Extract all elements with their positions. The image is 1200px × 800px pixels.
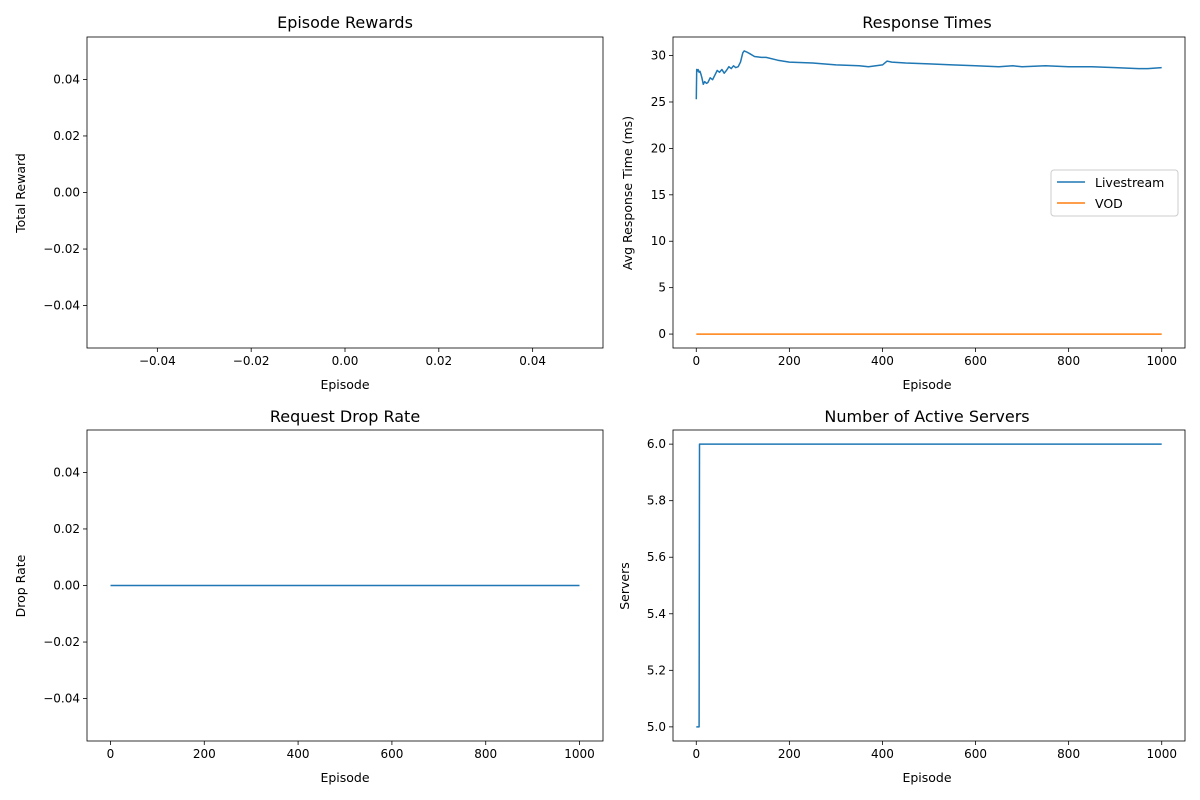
x-tick-label: 800	[474, 747, 497, 761]
x-tick-label: 0.02	[425, 354, 452, 368]
axes-frame	[86, 36, 604, 349]
y-tick-label: −0.04	[43, 299, 80, 313]
x-tick-label: 0	[107, 747, 115, 761]
x-tick-label: 0	[692, 354, 700, 368]
y-tick-label: 0.04	[53, 465, 80, 479]
chart-title: Episode Rewards	[277, 13, 413, 32]
y-tick-label: 6.0	[647, 437, 666, 451]
axes-frame	[672, 36, 1186, 349]
x-tick-label: 200	[193, 747, 216, 761]
chart-episode-rewards: Episode Rewards Episode Total Reward −0.…	[13, 13, 604, 392]
plot-area	[696, 443, 1162, 728]
axes-frame	[672, 429, 1186, 742]
y-axis-label: Total Reward	[13, 153, 28, 234]
axis-ticks: 0 200 400 600 800 1000 −0.04 −0.02 0.00 0.02 0.04	[43, 465, 595, 761]
x-tick-label: 600	[964, 354, 987, 368]
x-tick-label: 1000	[1146, 354, 1177, 368]
axis-ticks: 0 200 400 600 800 1000 5.0 5.2 5.4 5.6 5.8 6.0	[647, 437, 1177, 761]
y-tick-label: 25	[651, 95, 666, 109]
chart-request-drop-rate: Request Drop Rate Episode Drop Rate 0 200…	[13, 407, 604, 785]
x-tick-label: 0.04	[519, 354, 546, 368]
y-tick-label: −0.02	[43, 635, 80, 649]
y-tick-label: 10	[651, 234, 666, 248]
y-tick-label: −0.04	[43, 692, 80, 706]
y-tick-label: −0.02	[43, 242, 80, 256]
x-tick-label: 1000	[1146, 747, 1177, 761]
y-tick-label: 0.02	[53, 129, 80, 143]
x-tick-label: −0.04	[139, 354, 176, 368]
axis-ticks: 0 200 400 600 800 1000 0 5 10 15 20 25 30	[651, 49, 1177, 368]
y-tick-label: 5.6	[647, 550, 666, 564]
x-tick-label: 0	[692, 747, 700, 761]
chart-title: Request Drop Rate	[270, 407, 420, 426]
y-tick-label: 0.04	[53, 72, 80, 86]
y-axis-label: Servers	[617, 562, 632, 610]
chart-response-times: Response Times Episode Avg Response Time…	[620, 13, 1186, 392]
x-axis-label: Episode	[902, 770, 951, 785]
y-tick-label: 0	[658, 327, 666, 341]
y-tick-label: 20	[651, 141, 666, 155]
x-tick-label: −0.02	[233, 354, 270, 368]
chart-title: Number of Active Servers	[824, 407, 1029, 426]
y-axis-label: Avg Response Time (ms)	[620, 116, 635, 270]
x-tick-label: 200	[778, 354, 801, 368]
x-tick-label: 800	[1057, 747, 1080, 761]
x-axis-label: Episode	[320, 377, 369, 392]
x-tick-label: 200	[778, 747, 801, 761]
y-tick-label: 5.2	[647, 663, 666, 677]
x-axis-label: Episode	[320, 770, 369, 785]
x-tick-label: 0.00	[332, 354, 359, 368]
chart-title: Response Times	[862, 13, 991, 32]
y-tick-label: 5.0	[647, 720, 666, 734]
legend: Livestream VOD	[1050, 169, 1179, 217]
x-tick-label: 400	[871, 354, 894, 368]
x-axis-label: Episode	[902, 377, 951, 392]
x-tick-label: 400	[287, 747, 310, 761]
legend-label-livestream: Livestream	[1095, 175, 1164, 190]
y-tick-label: 5.4	[647, 607, 666, 621]
x-tick-label: 600	[380, 747, 403, 761]
x-tick-label: 1000	[564, 747, 595, 761]
axes-frame	[86, 429, 604, 742]
x-tick-label: 800	[1057, 354, 1080, 368]
x-tick-label: 600	[964, 747, 987, 761]
y-tick-label: 0.00	[53, 579, 80, 593]
x-tick-label: 400	[871, 747, 894, 761]
y-axis-label: Drop Rate	[13, 554, 28, 617]
y-tick-label: 30	[651, 49, 666, 63]
series-line-livestream	[695, 50, 1162, 100]
y-tick-label: 0.00	[53, 186, 80, 200]
y-tick-label: 5.8	[647, 494, 666, 508]
series-line	[696, 443, 1162, 728]
y-tick-label: 15	[651, 188, 666, 202]
legend-label-vod: VOD	[1095, 196, 1123, 211]
axis-ticks: −0.04 −0.02 0.00 0.02 0.04 −0.04 −0.02 0.00 0.02…	[43, 72, 546, 368]
plot-area	[695, 50, 1162, 335]
chart-active-servers: Number of Active Servers Episode Servers…	[617, 407, 1186, 785]
y-tick-label: 5	[658, 281, 666, 295]
y-tick-label: 0.02	[53, 522, 80, 536]
